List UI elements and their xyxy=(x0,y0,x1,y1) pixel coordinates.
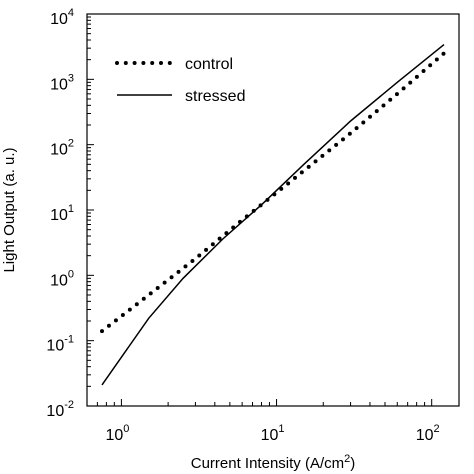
y-tick-label: 104 xyxy=(50,7,74,28)
y-axis-title: Light Output (a. u.) xyxy=(1,147,18,272)
axis-ticks xyxy=(86,13,433,407)
y-tick-label: 101 xyxy=(50,203,74,224)
x-tick-label: 102 xyxy=(416,423,440,444)
y-tick-label: 10-1 xyxy=(46,334,74,355)
series-line-stressed xyxy=(101,44,445,386)
y-tick-label: 102 xyxy=(50,138,74,159)
legend-label-stressed: stressed xyxy=(185,88,245,105)
x-axis-title: Current Intensity (A/cm2) xyxy=(191,453,356,472)
tick-labels: 100 101 102 10-2 10-1 100 101 102 103 104 xyxy=(46,7,439,444)
x-tick-label: 101 xyxy=(261,423,285,444)
plot-frame xyxy=(86,13,460,407)
series-line-control xyxy=(100,51,446,334)
legend: control stressed xyxy=(115,56,245,105)
y-tick-label: 100 xyxy=(50,268,74,289)
x-tick-label: 100 xyxy=(105,423,129,444)
series-layer xyxy=(100,44,446,386)
y-tick-label: 10-2 xyxy=(46,399,74,420)
y-tick-label: 103 xyxy=(50,72,74,93)
legend-label-control: control xyxy=(185,56,233,73)
